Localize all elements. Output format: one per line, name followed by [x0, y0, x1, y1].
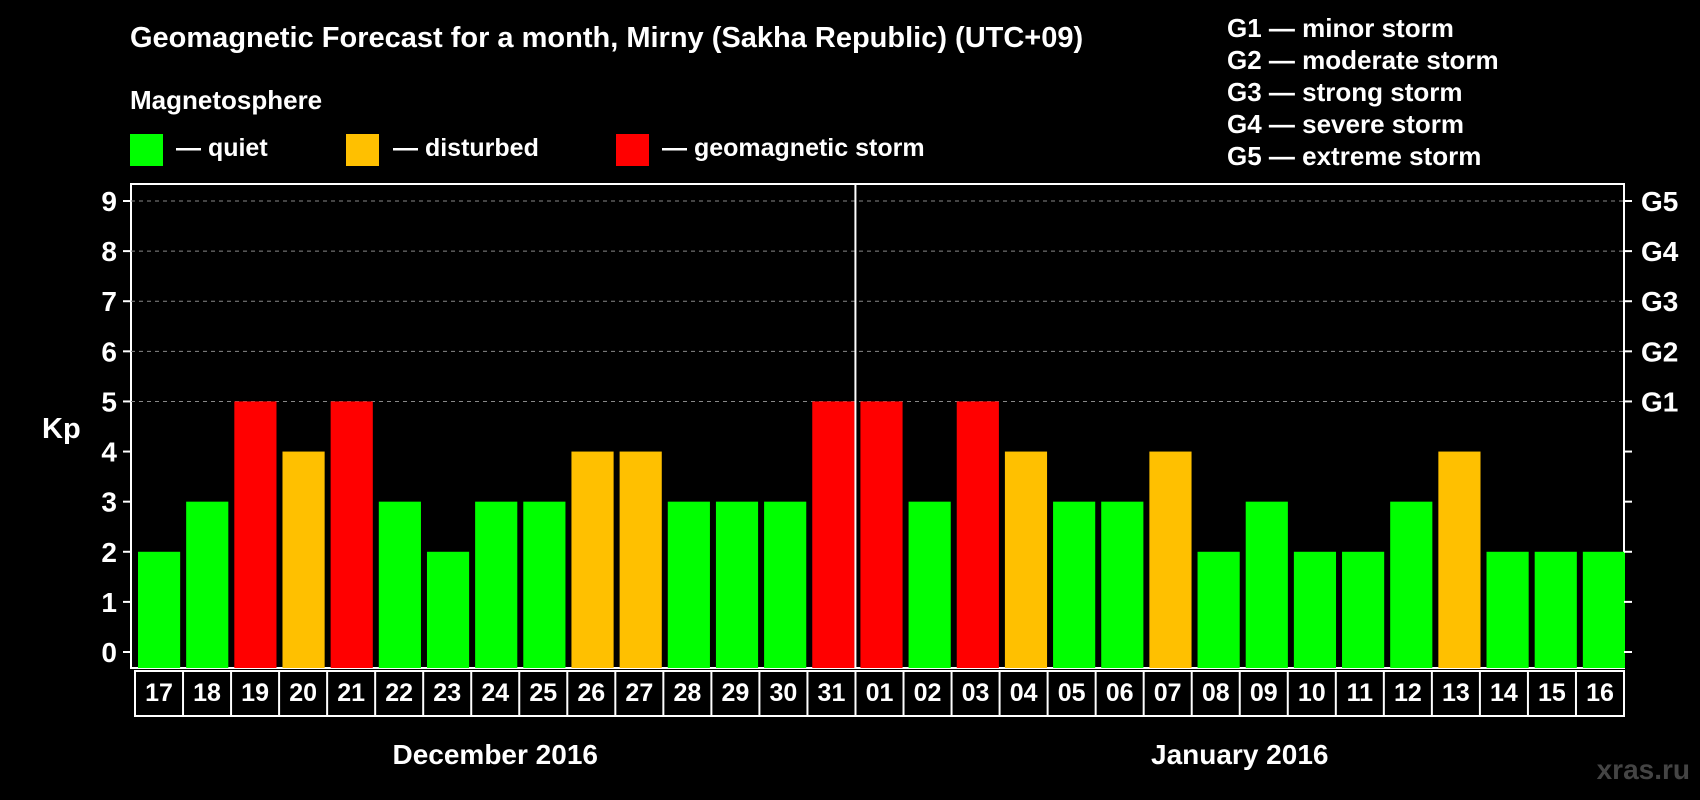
x-tick-label: 03 [962, 679, 990, 707]
bar [908, 501, 951, 668]
legend-swatch-storm [616, 134, 649, 166]
bar [1101, 501, 1144, 668]
right-axis-label: G1 [1641, 386, 1678, 417]
month-label: December 2016 [392, 739, 597, 770]
y-tick-label: 5 [101, 386, 117, 417]
bar [1582, 551, 1625, 668]
bar [1486, 551, 1529, 668]
bar [186, 501, 229, 668]
x-tick-label: 29 [721, 679, 749, 707]
bar [1004, 451, 1048, 668]
x-tick-label: 22 [385, 679, 413, 707]
bar [1053, 501, 1096, 668]
right-axis-label: G3 [1641, 286, 1678, 317]
chart-title: Geomagnetic Forecast for a month, Mirny … [130, 22, 1084, 54]
x-tick-label: 15 [1538, 679, 1566, 707]
x-tick-label: 12 [1394, 679, 1422, 707]
x-tick-label: 21 [337, 679, 365, 707]
legend-label-storm: — geomagnetic storm [662, 134, 925, 162]
right-axis-label: G4 [1641, 236, 1679, 267]
bar [523, 501, 566, 668]
legend-swatch-quiet [130, 134, 163, 166]
g-scale-legend: G1 — minor storm G2 — moderate storm G3 … [1227, 12, 1499, 172]
g-scale-item: G4 — severe storm [1227, 109, 1465, 139]
bar [764, 501, 807, 668]
y-tick-label: 1 [101, 587, 117, 618]
bar [1245, 501, 1288, 668]
x-tick-label: 20 [289, 679, 317, 707]
bar [1197, 551, 1240, 668]
x-tick-label: 26 [577, 679, 605, 707]
x-tick-label: 17 [145, 679, 173, 707]
bar [282, 451, 325, 668]
legend-heading: Magnetosphere [130, 85, 323, 115]
y-tick-label: 9 [101, 186, 117, 217]
g-scale-item: G3 — strong storm [1227, 77, 1463, 107]
bar [1293, 551, 1337, 668]
x-tick-label: 23 [433, 679, 461, 707]
bar [475, 501, 518, 668]
y-tick-label: 8 [101, 236, 117, 267]
bar [619, 451, 662, 668]
x-tick-label: 28 [673, 679, 701, 707]
g-scale-item: G1 — minor storm [1227, 13, 1454, 43]
x-tick-label: 06 [1106, 679, 1134, 707]
bar [860, 401, 903, 668]
x-tick-label: 02 [914, 679, 942, 707]
x-tick-label: 01 [866, 679, 894, 707]
y-tick-label: 6 [101, 336, 117, 367]
x-tick-label: 31 [818, 679, 846, 707]
month-label: January 2016 [1151, 739, 1328, 770]
bar [1149, 451, 1192, 668]
x-tick-label: 05 [1058, 679, 1086, 707]
bar [812, 401, 855, 668]
right-axis-label: G2 [1641, 336, 1678, 367]
g-scale-item: G5 — extreme storm [1227, 141, 1482, 171]
legend-swatch-disturbed [346, 134, 379, 166]
day-axis-frame [134, 670, 1625, 717]
x-tick-label: 10 [1298, 679, 1326, 707]
x-tick-label: 04 [1010, 679, 1038, 707]
x-tick-label: 07 [1154, 679, 1182, 707]
x-tick-label: 09 [1250, 679, 1278, 707]
right-axis-label: G5 [1641, 186, 1678, 217]
legend-label-quiet: — quiet [176, 134, 268, 162]
x-tick-label: 14 [1490, 679, 1518, 707]
bar [1438, 451, 1481, 668]
bar [571, 451, 614, 668]
bar [667, 501, 710, 668]
legend-label-disturbed: — disturbed [393, 134, 539, 162]
g-scale-item: G2 — moderate storm [1227, 45, 1499, 75]
bar [1390, 501, 1433, 668]
x-tick-label: 27 [625, 679, 653, 707]
x-tick-label: 19 [241, 679, 269, 707]
x-tick-label: 24 [481, 679, 509, 707]
watermark: xras.ru [1596, 754, 1690, 785]
x-tick-label: 08 [1202, 679, 1230, 707]
y-tick-label: 2 [101, 537, 117, 568]
y-tick-label: 7 [101, 286, 117, 317]
bar [330, 401, 373, 668]
x-tick-label: 18 [193, 679, 221, 707]
x-tick-label: 25 [529, 679, 557, 707]
x-tick-label: 16 [1586, 679, 1614, 707]
y-axis-label: Kp [42, 413, 81, 445]
x-tick-label: 30 [770, 679, 798, 707]
bar [956, 401, 999, 668]
bar [234, 401, 277, 668]
y-tick-label: 4 [101, 437, 117, 468]
bar [1534, 551, 1577, 668]
x-tick-label: 11 [1347, 679, 1374, 707]
bar [715, 501, 759, 668]
bar [426, 551, 470, 668]
bar [1342, 551, 1385, 668]
y-tick-label: 3 [101, 487, 117, 518]
bar [138, 551, 181, 668]
y-tick-label: 0 [101, 637, 117, 668]
x-tick-label: 13 [1442, 679, 1470, 707]
bar [378, 501, 421, 668]
